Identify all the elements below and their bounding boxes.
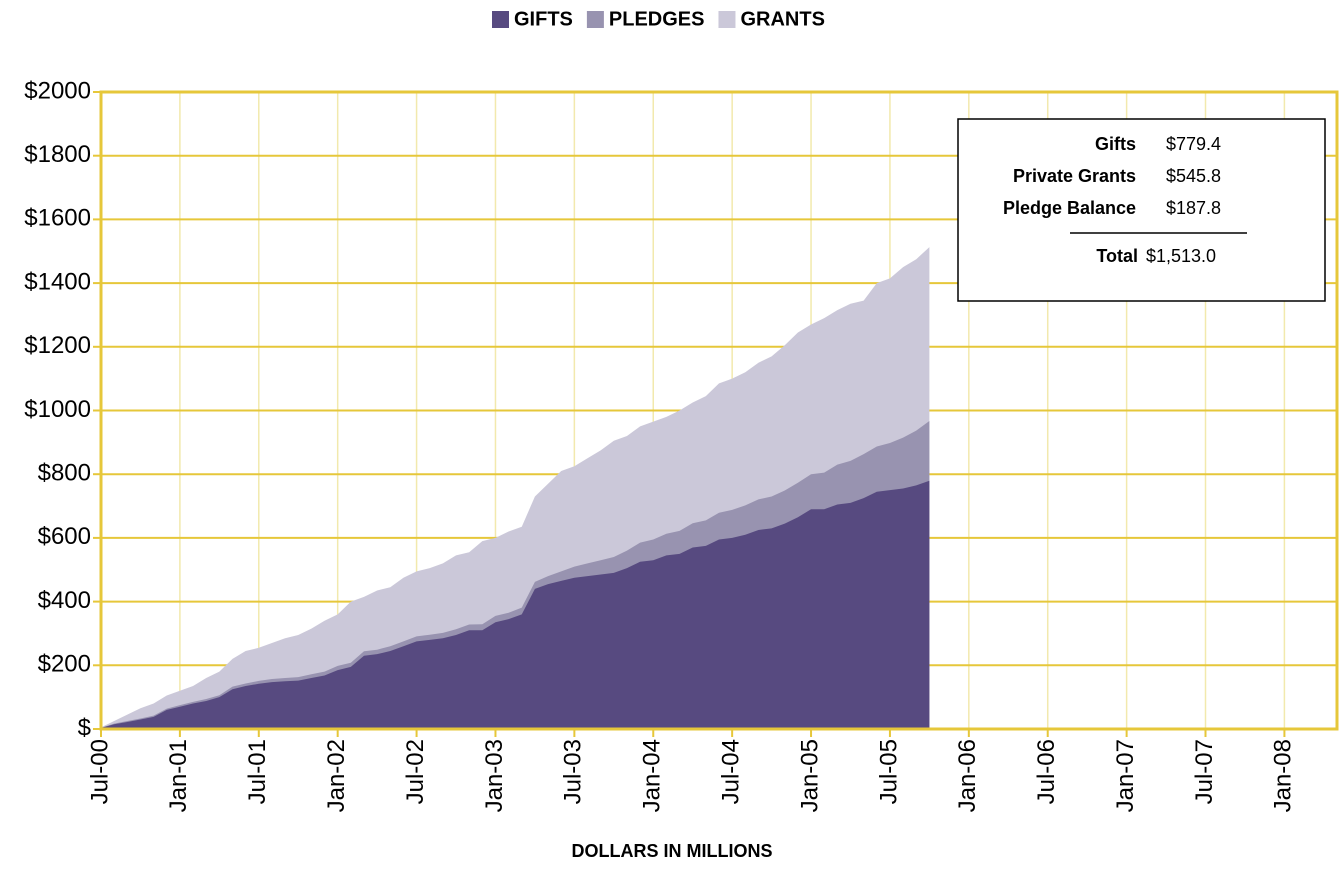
x-tick-label: Jul-06	[1033, 739, 1060, 804]
legend-swatch	[492, 11, 509, 28]
summary-box	[957, 118, 1326, 302]
x-tick-label: Jan-04	[639, 739, 666, 812]
summary-value: $545.8	[1166, 166, 1221, 186]
y-tick-label: $800	[38, 460, 91, 487]
x-tick-label: Jan-02	[323, 739, 350, 812]
x-tick-label: Jan-01	[165, 739, 192, 812]
summary-label: Gifts	[1095, 134, 1136, 154]
y-tick-label: $1400	[24, 268, 91, 295]
y-tick-label: $600	[38, 523, 91, 550]
y-tick-label: $200	[38, 651, 91, 678]
plot-frame	[99, 90, 1339, 731]
x-tick-label: Jan-08	[1270, 739, 1297, 812]
summary-label: Pledge Balance	[1003, 198, 1136, 218]
y-tick-label: $1600	[24, 205, 91, 232]
x-tick-label: Jul-07	[1191, 739, 1218, 804]
summary-value: $779.4	[1166, 134, 1221, 154]
summary-total-value: $1,513.0	[1146, 246, 1216, 266]
summary-total-label: Total	[1096, 246, 1138, 266]
x-tick-label: Jul-00	[86, 739, 113, 804]
x-tick-label: Jul-04	[717, 739, 744, 804]
legend-label: GIFTS	[514, 8, 573, 30]
y-tick-label: $1000	[24, 396, 91, 423]
x-tick-label: Jan-03	[481, 739, 508, 812]
y-tick-label: $	[78, 714, 91, 741]
legend-swatch	[586, 11, 604, 28]
legend-label: PLEDGES	[609, 8, 705, 30]
x-tick-label: Jul-01	[244, 739, 271, 804]
y-tick-label: $1800	[24, 141, 91, 168]
y-tick-label: $400	[38, 587, 91, 614]
y-tick-label: $2000	[24, 77, 91, 104]
x-tick-label: Jan-07	[1112, 739, 1139, 812]
summary-label: Private Grants	[1013, 166, 1136, 186]
y-tick-label: $1200	[24, 332, 91, 359]
x-tick-label: Jan-05	[796, 739, 823, 812]
x-tick-label: Jul-05	[875, 739, 902, 804]
x-tick-label: Jul-02	[402, 739, 429, 804]
x-tick-label: Jul-03	[560, 739, 587, 804]
x-axis-label: DOLLARS IN MILLIONS	[572, 841, 773, 861]
summary-value: $187.8	[1166, 198, 1221, 218]
legend-label: GRANTS	[740, 8, 824, 30]
area	[101, 480, 930, 729]
legend-swatch	[718, 11, 736, 28]
x-tick-label: Jan-06	[954, 739, 981, 812]
